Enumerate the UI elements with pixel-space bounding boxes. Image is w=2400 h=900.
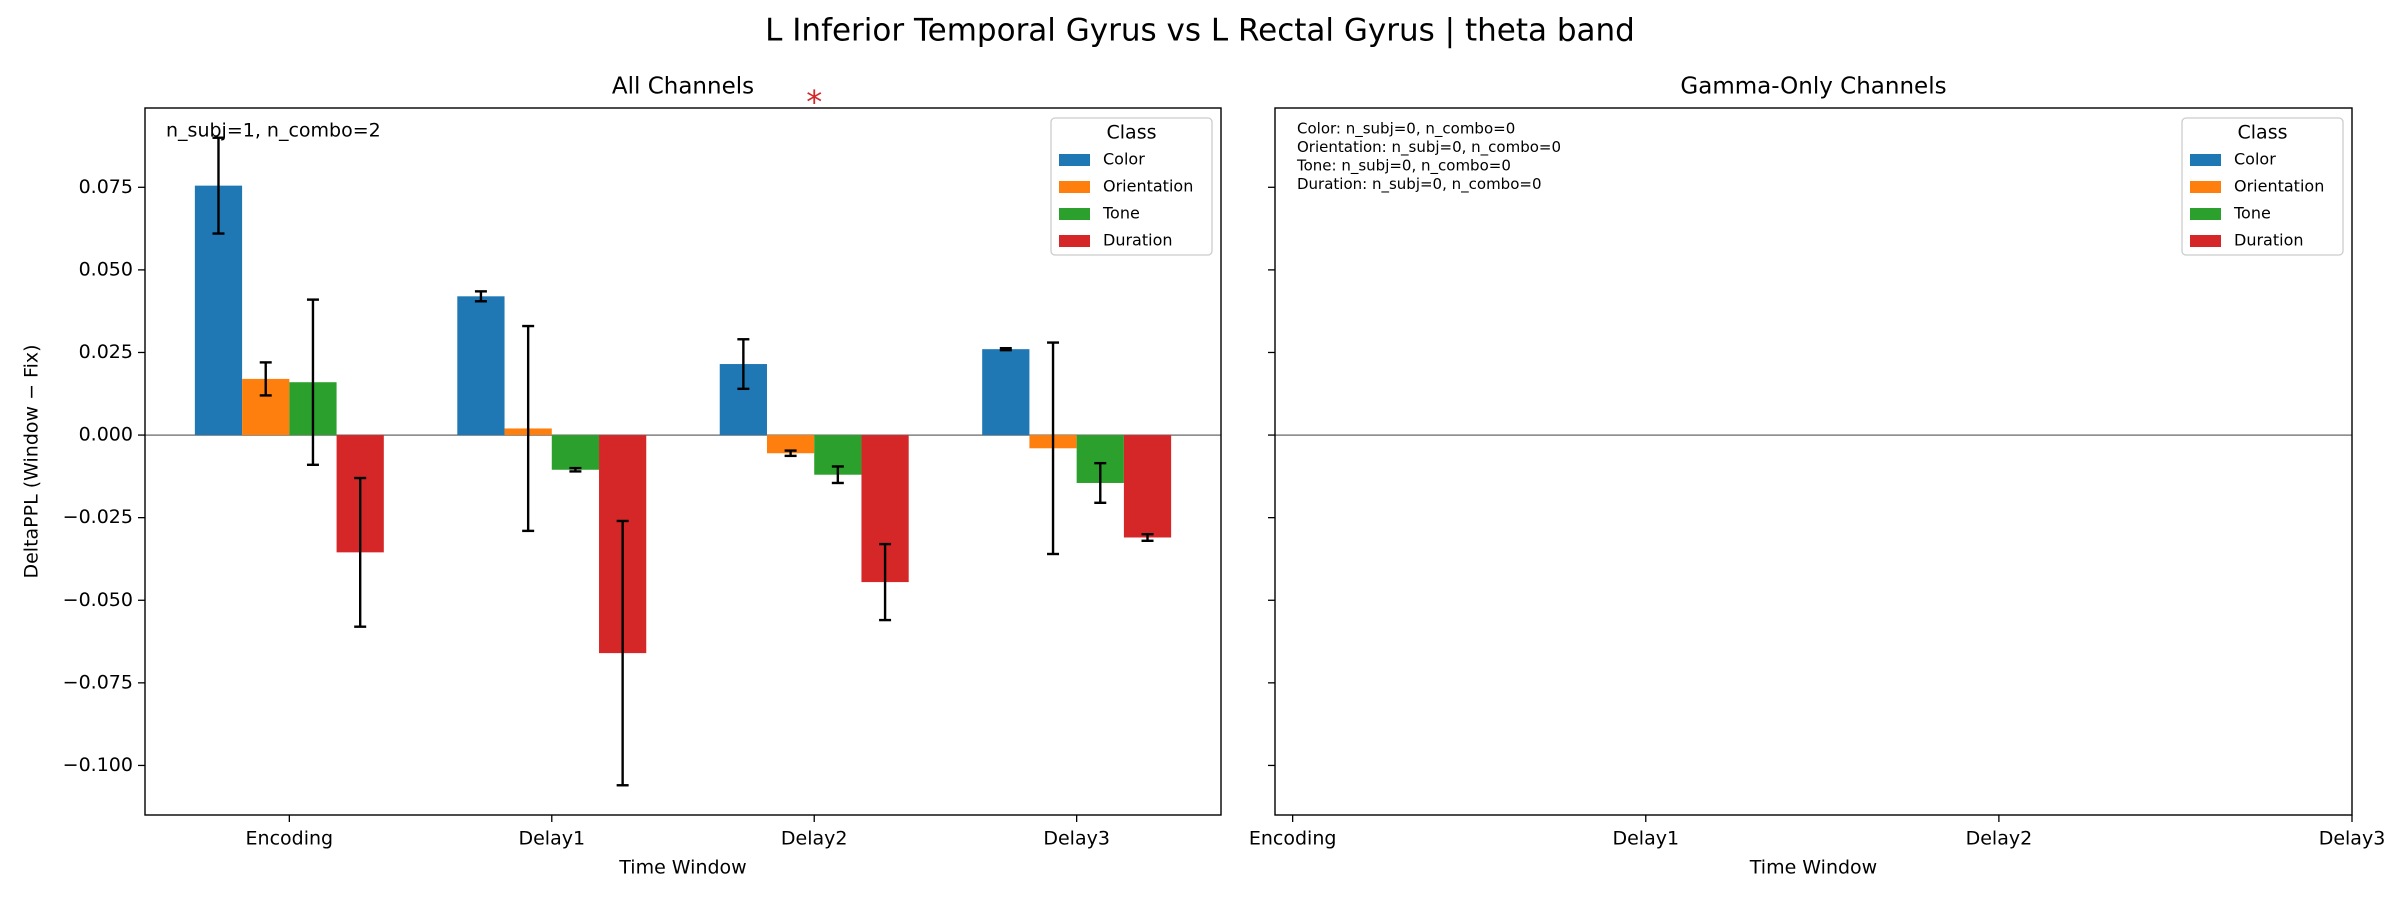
- y-tick-label: 0.050: [79, 258, 133, 280]
- significance-marker: *: [806, 83, 822, 121]
- legend-swatch: [1059, 208, 1090, 220]
- annotation: Duration: n_subj=0, n_combo=0: [1297, 175, 1542, 194]
- legend-label: Color: [1103, 150, 1145, 169]
- x-tick-label: Delay1: [518, 828, 585, 850]
- legend-label: Tone: [2233, 204, 2271, 223]
- legend-swatch: [2190, 235, 2221, 247]
- legend-box: [2181, 117, 2344, 256]
- legend-swatch: [1059, 154, 1090, 166]
- legend-swatch: [2190, 208, 2221, 220]
- suptitle: L Inferior Temporal Gyrus vs L Rectal Gy…: [765, 13, 1635, 49]
- bar: [551, 435, 600, 470]
- axes-frame: [144, 107, 1222, 816]
- legend-title: Class: [1107, 122, 1157, 144]
- annotation: Tone: n_subj=0, n_combo=0: [1296, 157, 1511, 176]
- legend-label: Duration: [1103, 231, 1173, 250]
- x-tick-label: Delay1: [1612, 828, 1679, 850]
- annotation: Orientation: n_subj=0, n_combo=0: [1297, 138, 1561, 157]
- bar: [766, 435, 815, 454]
- legend-swatch: [1059, 235, 1090, 247]
- y-tick-label: −0.075: [63, 671, 133, 693]
- bar: [982, 349, 1030, 436]
- y-tick-label: 0.075: [79, 176, 133, 198]
- axes-title: All Channels: [612, 74, 754, 100]
- legend-swatch: [1059, 181, 1090, 193]
- legend-swatch: [2190, 154, 2221, 166]
- x-tick-label: Encoding: [246, 828, 334, 850]
- y-tick-label: −0.050: [63, 589, 133, 611]
- legend-label: Orientation: [1103, 177, 1193, 196]
- y-tick-label: −0.025: [63, 506, 133, 528]
- x-tick-label: Encoding: [1249, 828, 1337, 850]
- annotation: n_subj=1, n_combo=2: [166, 120, 381, 142]
- legend-label: Orientation: [2234, 177, 2324, 196]
- axes-frame: [1274, 107, 2353, 816]
- annotation: Color: n_subj=0, n_combo=0: [1297, 120, 1515, 139]
- legend-title: Class: [2238, 122, 2288, 144]
- x-axis-label: Time Window: [1749, 857, 1877, 879]
- x-tick-label: Delay2: [1966, 828, 2033, 850]
- legend-label: Duration: [2234, 231, 2304, 250]
- legend-box: [1050, 117, 1213, 256]
- y-tick-label: 0.025: [79, 341, 133, 363]
- y-tick-label: 0.000: [79, 424, 133, 446]
- x-tick-label: Delay2: [781, 828, 848, 850]
- axes-title: Gamma-Only Channels: [1680, 74, 1946, 100]
- y-axis-label: DeltaPPL (Window − Fix): [21, 344, 43, 578]
- legend-label: Tone: [1102, 204, 1140, 223]
- x-tick-label: Delay3: [2319, 828, 2386, 850]
- legend-label: Color: [2234, 150, 2276, 169]
- x-tick-label: Delay3: [1043, 828, 1110, 850]
- legend-swatch: [2190, 181, 2221, 193]
- bar: [457, 296, 505, 436]
- bar: [1123, 435, 1172, 538]
- x-axis-label: Time Window: [618, 857, 746, 879]
- y-tick-label: −0.100: [63, 754, 133, 776]
